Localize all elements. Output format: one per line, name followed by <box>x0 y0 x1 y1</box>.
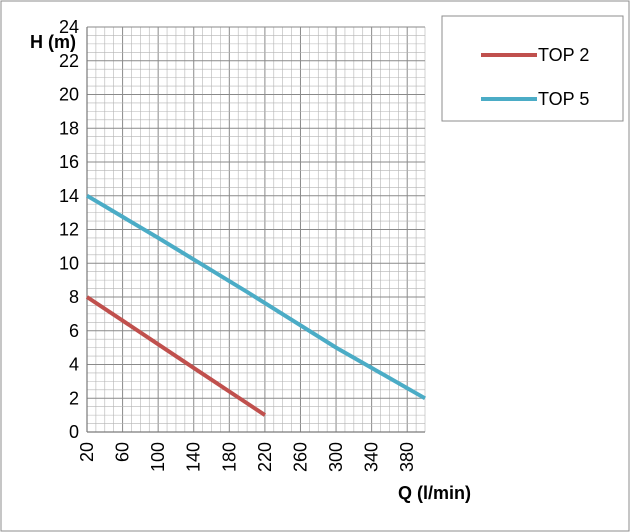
x-tick-label: 100 <box>148 442 168 472</box>
legend-label: TOP 5 <box>538 89 589 109</box>
x-axis-title: Q (l/min) <box>398 483 471 503</box>
y-tick-label: 12 <box>59 220 79 240</box>
y-tick-label: 18 <box>59 118 79 138</box>
x-tick-label: 260 <box>290 442 310 472</box>
y-tick-label: 20 <box>59 85 79 105</box>
series-line <box>85 193 426 401</box>
y-tick-label: 6 <box>69 321 79 341</box>
x-tick-label: 20 <box>77 442 97 462</box>
series-line <box>85 295 267 417</box>
plot-axes <box>86 27 425 433</box>
y-tick-label: 10 <box>59 253 79 273</box>
legend-label: TOP 2 <box>538 45 589 65</box>
y-tick-label: 14 <box>59 186 79 206</box>
x-tick-label: 60 <box>113 442 133 462</box>
x-tick-label: 140 <box>184 442 204 472</box>
legend: TOP 2 TOP 5 <box>441 15 624 122</box>
x-tick-label: 180 <box>219 442 239 472</box>
x-tick-label: 300 <box>326 442 346 472</box>
y-tick-label: 8 <box>69 287 79 307</box>
x-axis-ticks: 20 60 100 140 180 220 260 300 340 380 <box>77 442 417 472</box>
y-tick-label: 2 <box>69 388 79 408</box>
y-tick-label: 24 <box>59 17 79 37</box>
y-tick-label: 4 <box>69 355 79 375</box>
y-tick-label: 0 <box>69 422 79 442</box>
x-tick-label: 340 <box>362 442 382 472</box>
x-tick-label: 380 <box>397 442 417 472</box>
x-tick-label: 220 <box>255 442 275 472</box>
legend-box <box>441 15 624 122</box>
y-tick-label: 22 <box>59 51 79 71</box>
y-axis-title: H (m) <box>30 32 76 52</box>
y-tick-label: 16 <box>59 152 79 172</box>
series-lines <box>85 193 426 417</box>
